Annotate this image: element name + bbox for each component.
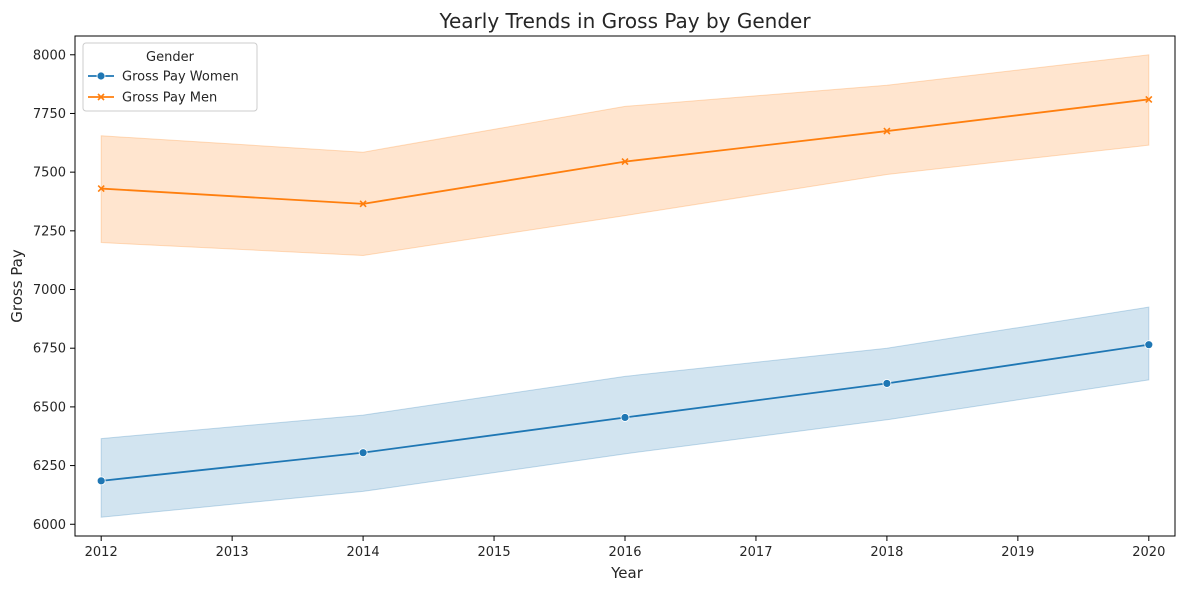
gross-pay-women-point (96, 476, 106, 486)
gross-pay-women-point (1144, 340, 1154, 350)
y-tick-label: 8000 (33, 48, 66, 63)
gross-pay-women-point (620, 413, 630, 422)
x-tick-label: 2018 (870, 545, 903, 560)
gross-pay-men-band (100, 54, 1150, 256)
y-tick-label: 7750 (33, 107, 66, 122)
confidence-bands (100, 54, 1150, 518)
y-tick-label: 7000 (33, 283, 66, 298)
x-tick-label: 2014 (347, 545, 380, 560)
x-axis: 2012 2013 2014 2015 2016 2017 2018 2019 2020 (85, 536, 1165, 560)
legend-label: Gross Pay Men (122, 91, 217, 106)
legend-title: Gender (146, 50, 195, 65)
gross-pay-men-point-stroke (359, 200, 367, 208)
legend-item-gross-pay-women: Gross Pay Women (88, 70, 239, 85)
legend-label: Gross Pay Women (122, 70, 239, 85)
x-tick-label: 2012 (85, 545, 118, 560)
legend-marker (97, 93, 105, 101)
legend-box (82, 42, 258, 112)
gross-pay-men-point (1145, 95, 1153, 103)
gross-pay-men-point (97, 185, 105, 193)
gross-pay-women-point (882, 379, 892, 388)
x-tick-label: 2013 (216, 545, 249, 560)
x-tick-label: 2016 (608, 545, 641, 560)
series-markers (96, 95, 1154, 486)
y-tick-label: 6250 (33, 459, 66, 474)
gross-pay-men-point (621, 158, 629, 166)
gross-pay-women-point (358, 448, 368, 458)
x-tick-label: 2017 (739, 545, 772, 560)
gross-pay-women-band (100, 306, 1150, 518)
y-tick-label: 6500 (33, 400, 66, 415)
gross-pay-men-point-stroke (97, 185, 105, 193)
y-tick-label: 6750 (33, 342, 66, 357)
x-tick-label: 2019 (1001, 545, 1034, 560)
x-tick-label: 2020 (1132, 545, 1165, 560)
legend: Gender Gross Pay Women Gross Pay Men (82, 42, 258, 112)
x-axis-title: Year (610, 564, 644, 582)
legend-item-gross-pay-men: Gross Pay Men (88, 91, 217, 106)
gross-pay-men-point (883, 127, 891, 135)
y-axis: 6000 6250 6500 6750 7000 7250 7500 7750 8000 (33, 48, 75, 533)
y-tick-label: 7250 (33, 224, 66, 239)
chart-title: Yearly Trends in Gross Pay by Gender (438, 9, 811, 33)
gross-pay-men-point-stroke (621, 158, 629, 166)
y-axis-title: Gross Pay (8, 249, 26, 323)
gross-pay-men-point (359, 200, 367, 208)
legend-marker (96, 71, 106, 81)
gross-pay-men-point-stroke (883, 127, 891, 135)
gross-pay-men-point-stroke (1145, 95, 1153, 103)
x-tick-label: 2015 (478, 545, 511, 560)
y-tick-label: 7500 (33, 166, 66, 181)
y-tick-label: 6000 (33, 518, 66, 533)
